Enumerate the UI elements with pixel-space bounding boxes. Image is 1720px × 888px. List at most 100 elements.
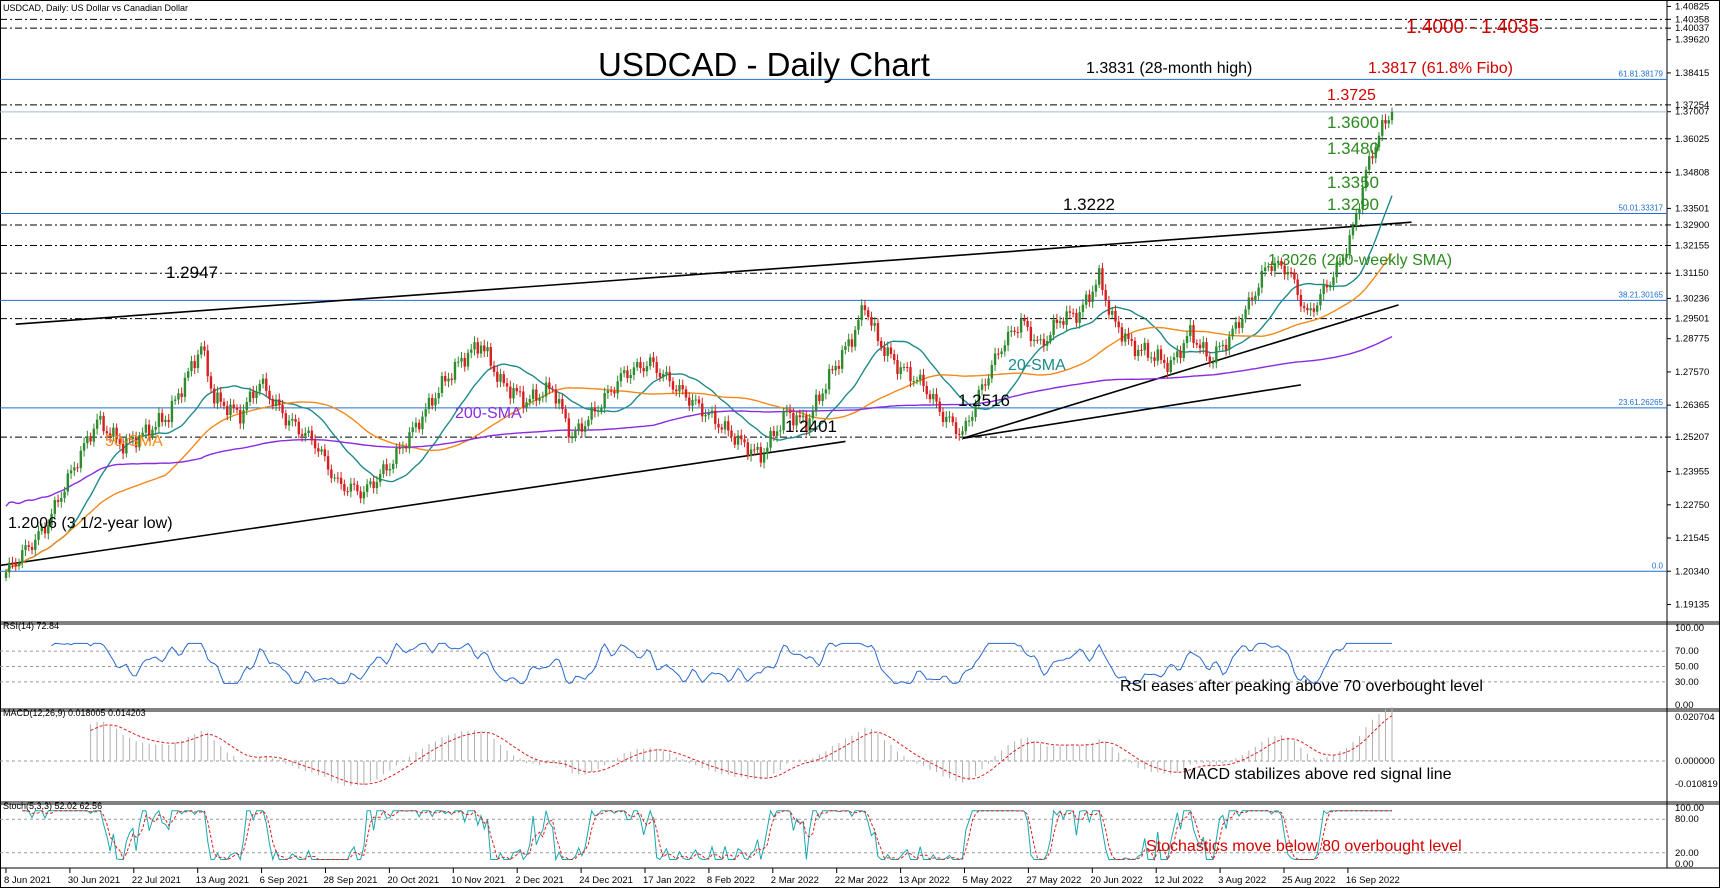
candle-body	[1328, 285, 1332, 288]
candle-body	[798, 415, 802, 418]
candle-body	[883, 347, 886, 356]
price-tick-label: 1.40037	[1675, 23, 1709, 34]
candle-body	[1104, 290, 1107, 301]
stoch-tick-label: 0.00	[1675, 859, 1694, 870]
candle-body	[47, 525, 50, 534]
candle-body	[541, 396, 545, 398]
candle-body	[733, 436, 736, 445]
candle-body	[596, 410, 600, 412]
candle-body	[1358, 209, 1361, 214]
price-tick-label: 1.33501	[1675, 203, 1709, 214]
candle-body	[310, 430, 314, 441]
price-tick-label: 1.21545	[1675, 533, 1709, 544]
candle-body	[1283, 265, 1286, 275]
time-tick-label: 8 Jun 2021	[4, 875, 51, 886]
candle-body	[1172, 357, 1176, 361]
candle-body	[466, 352, 470, 367]
candle-body	[476, 342, 479, 354]
candle-body	[151, 429, 154, 437]
candle-body	[993, 353, 997, 365]
candle-body	[365, 484, 369, 492]
candle-body	[590, 407, 593, 420]
candle-body	[326, 456, 330, 470]
candle-body	[1150, 357, 1153, 359]
price-tick-label: 1.25207	[1675, 432, 1709, 443]
candle-body	[245, 402, 248, 411]
candle-body	[164, 419, 167, 423]
annotations: 1.4000 - 1.4035 1.3831 (28-month high) 1.3…	[8, 17, 1539, 532]
candle-body	[1107, 300, 1111, 315]
candle-body	[1045, 340, 1049, 346]
candle-body	[759, 446, 763, 463]
candle-body	[56, 500, 60, 502]
candle-body	[574, 430, 577, 438]
candle-body	[437, 392, 440, 399]
candle-body	[707, 413, 710, 416]
candle-body	[294, 419, 297, 422]
candle-body	[564, 409, 567, 419]
price-annotation: 1.3817 (61.8% Fibo)	[1368, 60, 1513, 77]
candle-body	[1156, 349, 1159, 361]
candle-body	[450, 378, 453, 380]
candle-body	[1319, 294, 1322, 306]
candle-body	[1091, 291, 1094, 303]
price-tick-label: 1.40358	[1675, 14, 1709, 25]
candle-body	[990, 364, 994, 379]
candle-body	[17, 562, 21, 567]
candle-body	[170, 400, 174, 423]
candle-body	[753, 449, 756, 451]
rsi-tick-label: 100.00	[1675, 623, 1704, 634]
candle-body	[336, 477, 340, 479]
candles	[4, 107, 1394, 582]
candle-body	[1058, 321, 1062, 323]
candle-body	[160, 413, 164, 423]
time-tick-label: 27 May 2022	[1026, 875, 1081, 886]
rsi-header: RSI(14) 72.84	[3, 621, 59, 631]
time-tick-label: 22 Mar 2022	[835, 875, 888, 886]
candle-body	[1231, 328, 1234, 337]
candle-body	[714, 410, 717, 424]
candle-body	[1348, 235, 1351, 254]
candle-body	[108, 433, 112, 437]
candle-body	[128, 438, 131, 440]
candle-body	[704, 415, 707, 417]
price-annotation: 1.4000 - 1.4035	[1406, 17, 1539, 38]
candle-body	[27, 545, 30, 547]
candle-body	[1120, 327, 1124, 342]
price-tick-label: 1.31150	[1675, 268, 1709, 279]
stoch-d-line	[22, 809, 1392, 861]
candle-body	[1250, 297, 1254, 300]
candle-body	[1075, 313, 1078, 323]
candle-body	[727, 421, 730, 431]
candle-body	[352, 483, 356, 485]
candle-body	[1042, 339, 1046, 346]
candle-body	[333, 477, 336, 479]
candle-body	[1315, 305, 1319, 312]
candle-body	[112, 427, 115, 437]
candle-body	[453, 361, 457, 380]
price-tick-label: 1.29501	[1675, 314, 1709, 325]
candle-body	[1293, 272, 1296, 280]
candle-body	[906, 367, 909, 369]
macd-tick-label: 0.020704	[1675, 712, 1715, 723]
candle-body	[814, 394, 818, 411]
candle-body	[899, 367, 902, 374]
candle-body	[616, 381, 619, 394]
candle-body	[531, 389, 535, 400]
candle-body	[1019, 318, 1023, 333]
candle-body	[678, 385, 681, 392]
candle-body	[879, 341, 883, 348]
time-tick-label: 10 Nov 2021	[451, 875, 505, 886]
stoch-annotation: Stochastics move below 80 overbought lev…	[1146, 838, 1462, 855]
candle-body	[958, 434, 961, 436]
candle-body	[1205, 342, 1208, 357]
support-line-1	[962, 384, 1302, 440]
candle-body	[665, 371, 668, 374]
candle-body	[382, 464, 385, 474]
candle-body	[4, 572, 8, 578]
candle-body	[997, 353, 1000, 355]
candle-body	[297, 421, 301, 435]
candle-body	[11, 562, 14, 564]
candle-body	[1270, 266, 1273, 271]
macd-signal-line	[90, 715, 1393, 785]
